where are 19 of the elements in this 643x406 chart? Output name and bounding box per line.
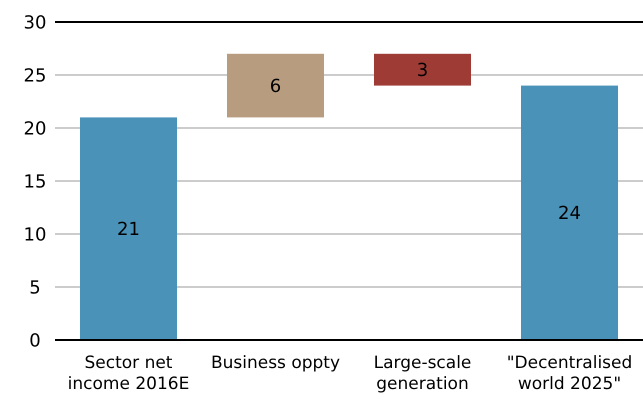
- y-tick-label: 30: [24, 12, 46, 34]
- bar: [374, 54, 472, 86]
- y-tick-label: 20: [24, 118, 46, 140]
- y-tick-label: 15: [24, 171, 46, 192]
- data-label: 6: [270, 76, 282, 97]
- y-tick-label: 25: [24, 65, 46, 86]
- x-tick-label: Sector net income 2016E: [68, 353, 190, 394]
- bar: [80, 117, 178, 340]
- x-tick-label: Business oppty: [210, 353, 340, 373]
- data-label: 24: [558, 203, 581, 224]
- y-tick-label: 0: [29, 330, 41, 352]
- data-label: 3: [416, 60, 428, 81]
- y-tick-label: 5: [29, 277, 41, 298]
- bar: [520, 86, 618, 340]
- x-tick-label: Large-scale generation: [374, 353, 472, 394]
- data-label: 21: [117, 219, 140, 240]
- y-tick-label: 10: [24, 224, 46, 246]
- x-tick-label: "Decentralised world 2025": [506, 353, 632, 394]
- bar: [226, 54, 324, 118]
